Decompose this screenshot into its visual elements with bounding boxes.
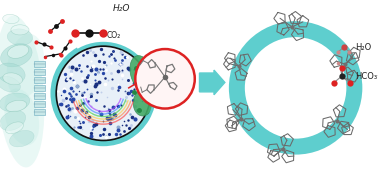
Circle shape xyxy=(229,21,363,155)
Circle shape xyxy=(56,46,150,141)
Ellipse shape xyxy=(130,56,153,91)
FancyArrow shape xyxy=(200,70,225,95)
Bar xyxy=(34,85,45,91)
Ellipse shape xyxy=(0,111,26,130)
Text: H₂O: H₂O xyxy=(355,43,372,52)
Ellipse shape xyxy=(0,63,25,84)
Ellipse shape xyxy=(133,89,153,116)
Ellipse shape xyxy=(6,122,23,134)
Text: H₂O: H₂O xyxy=(113,4,130,13)
Ellipse shape xyxy=(7,34,44,98)
Ellipse shape xyxy=(3,14,19,24)
Ellipse shape xyxy=(3,73,23,85)
Ellipse shape xyxy=(7,29,33,45)
Circle shape xyxy=(52,42,155,145)
Ellipse shape xyxy=(0,16,44,167)
Ellipse shape xyxy=(11,25,29,35)
Bar xyxy=(34,93,45,99)
Ellipse shape xyxy=(139,77,155,95)
Text: CO₂: CO₂ xyxy=(106,31,121,40)
Ellipse shape xyxy=(0,44,32,67)
Bar xyxy=(34,109,45,115)
Ellipse shape xyxy=(8,45,29,58)
Text: HCO₃⁻: HCO₃⁻ xyxy=(355,72,378,81)
Circle shape xyxy=(135,49,195,109)
Ellipse shape xyxy=(9,130,34,147)
Bar xyxy=(34,61,45,67)
Ellipse shape xyxy=(0,76,20,92)
Ellipse shape xyxy=(4,89,39,145)
Bar xyxy=(34,77,45,83)
Circle shape xyxy=(245,37,346,139)
Ellipse shape xyxy=(0,93,30,112)
Bar xyxy=(34,69,45,75)
Bar xyxy=(34,101,45,107)
Ellipse shape xyxy=(6,100,27,112)
